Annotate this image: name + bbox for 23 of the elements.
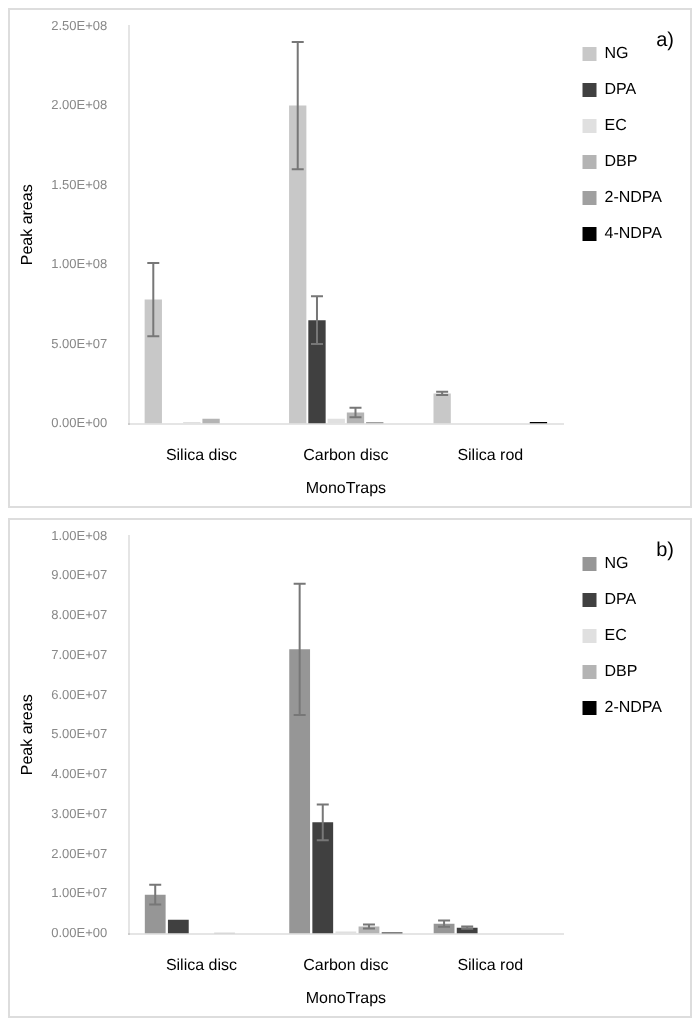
legend-label: DPA bbox=[604, 590, 638, 609]
legend-label: NG bbox=[604, 554, 629, 573]
x-tick-label: Carbon disc bbox=[303, 955, 389, 974]
legend-label: DPA bbox=[604, 80, 638, 99]
legend-label: DBP bbox=[604, 152, 638, 171]
legend-label: EC bbox=[604, 116, 628, 135]
legend-label: DBP bbox=[604, 662, 638, 681]
text: a) bbox=[656, 29, 674, 52]
x-tick-label: Silica rod bbox=[457, 955, 524, 974]
x-tick-label: Silica rod bbox=[457, 445, 524, 464]
text: b) bbox=[656, 539, 674, 562]
x-tick-label: Silica disc bbox=[165, 955, 238, 974]
y-axis-title: Peak areas bbox=[18, 184, 37, 266]
x-tick-label: Carbon disc bbox=[303, 445, 389, 464]
legend-label: EC bbox=[604, 626, 628, 645]
legend-label: 2-NDPA bbox=[604, 698, 664, 717]
legend-label: NG bbox=[604, 44, 629, 63]
y-axis-title: Peak areas bbox=[18, 694, 37, 776]
x-axis-title: MonoTraps bbox=[305, 988, 387, 1007]
legend-label: 4-NDPA bbox=[604, 224, 664, 243]
legend-label: 2-NDPA bbox=[604, 188, 664, 207]
x-tick-label: Silica disc bbox=[165, 445, 238, 464]
x-axis-title: MonoTraps bbox=[305, 478, 387, 497]
